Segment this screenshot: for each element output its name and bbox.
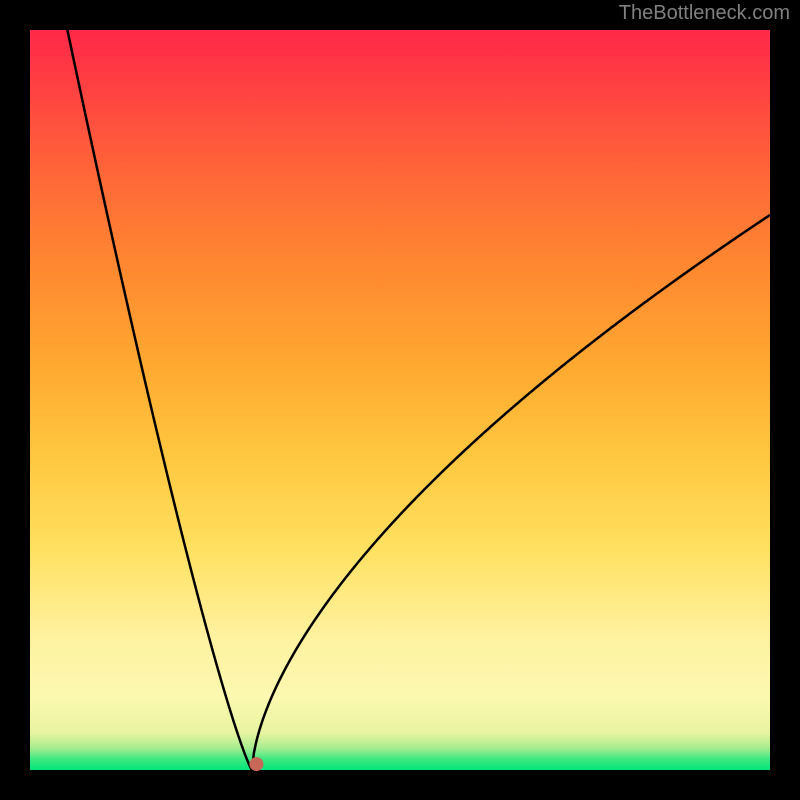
minimum-marker bbox=[249, 757, 263, 771]
plot-background bbox=[30, 30, 770, 770]
chart-svg bbox=[0, 0, 800, 800]
watermark-text: TheBottleneck.com bbox=[619, 2, 790, 25]
chart-container: TheBottleneck.com bbox=[0, 0, 800, 800]
